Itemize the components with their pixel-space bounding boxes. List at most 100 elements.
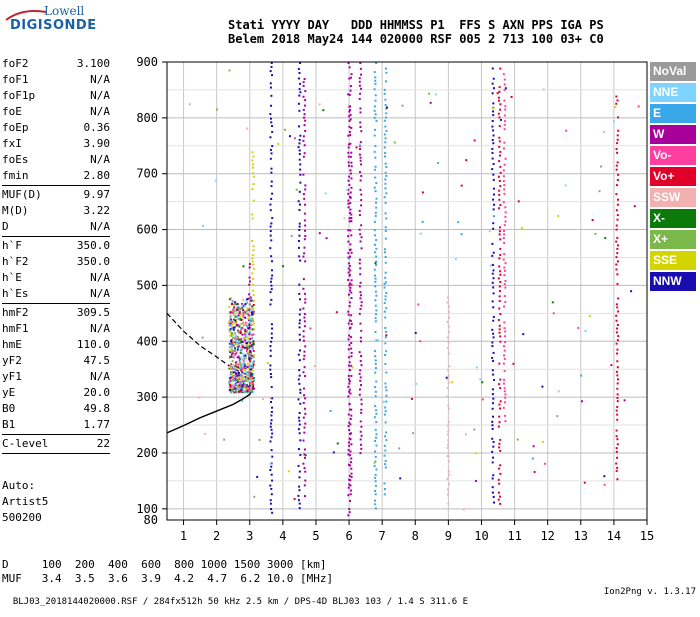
echo-point xyxy=(359,360,362,363)
echo-point xyxy=(298,255,301,258)
echo-point xyxy=(244,305,247,308)
echo-point xyxy=(347,93,350,96)
echo-point xyxy=(493,187,496,190)
echo-point xyxy=(237,324,240,327)
echo-point xyxy=(359,188,362,191)
echo-point xyxy=(348,301,351,304)
echo-point xyxy=(347,146,350,149)
echo-point xyxy=(385,334,388,337)
echo-point xyxy=(233,344,236,347)
echo-point xyxy=(247,327,250,330)
echo-point xyxy=(510,95,513,98)
echo-point xyxy=(498,226,501,229)
echo-point xyxy=(229,315,232,318)
echo-point xyxy=(271,274,274,277)
echo-point xyxy=(504,211,507,214)
echo-point xyxy=(504,108,507,111)
x-tick-label: 11 xyxy=(507,529,521,543)
echo-point xyxy=(242,311,245,314)
echo-point xyxy=(304,375,307,378)
echo-point xyxy=(383,146,386,149)
echo-point xyxy=(503,387,506,390)
echo-point xyxy=(302,387,305,390)
echo-point xyxy=(233,385,236,388)
echo-point xyxy=(385,130,388,133)
echo-point xyxy=(374,367,377,370)
echo-point xyxy=(360,236,363,239)
echo-point xyxy=(374,176,377,179)
echo-point xyxy=(238,325,241,328)
echo-point xyxy=(234,383,237,386)
echo-point xyxy=(544,462,547,465)
echo-point xyxy=(374,428,377,431)
echo-point xyxy=(504,269,507,272)
echo-point xyxy=(615,224,618,227)
echo-point xyxy=(241,362,244,365)
echo-point xyxy=(359,308,362,311)
echo-point xyxy=(298,225,301,228)
echo-point xyxy=(374,350,377,353)
echo-point xyxy=(360,204,363,207)
echo-point xyxy=(446,455,449,458)
echo-point xyxy=(271,327,274,330)
x-tick-label: 4 xyxy=(279,529,286,543)
echo-point xyxy=(347,262,350,265)
echo-point xyxy=(241,340,244,343)
echo-point xyxy=(245,356,248,359)
echo-point xyxy=(350,443,353,446)
echo-point xyxy=(349,255,352,258)
echo-point xyxy=(498,136,501,139)
y-tick-label: 200 xyxy=(136,446,158,460)
echo-point xyxy=(249,382,252,385)
echo-point xyxy=(349,113,352,116)
echo-point xyxy=(299,134,302,137)
echo-point xyxy=(234,301,237,304)
echo-point xyxy=(302,462,305,465)
echo-point xyxy=(236,308,239,311)
echo-point xyxy=(348,390,351,393)
echo-point xyxy=(499,185,502,188)
echo-point xyxy=(503,78,506,81)
echo-point xyxy=(347,256,350,259)
echo-point xyxy=(491,491,494,494)
echo-point xyxy=(617,297,620,300)
echo-point xyxy=(229,319,232,322)
echo-point xyxy=(374,507,377,510)
echo-point xyxy=(303,448,306,451)
x-tick-label: 7 xyxy=(379,529,386,543)
echo-point xyxy=(499,400,502,403)
echo-point xyxy=(303,292,306,295)
echo-point xyxy=(251,317,254,320)
echo-point xyxy=(374,128,377,131)
echo-point xyxy=(349,134,352,137)
echo-point xyxy=(359,240,362,243)
echo-point xyxy=(298,149,301,152)
param-row: foF2 3.100 xyxy=(2,56,110,72)
echo-point xyxy=(383,119,386,122)
echo-point xyxy=(229,383,232,386)
echo-point xyxy=(503,192,506,195)
echo-point xyxy=(252,310,255,313)
echo-point xyxy=(616,456,619,459)
legend-item-vo: Vo+ xyxy=(650,167,696,186)
echo-point xyxy=(236,385,239,388)
echo-point xyxy=(446,386,449,389)
echo-point xyxy=(298,158,301,161)
echo-point xyxy=(304,90,307,93)
echo-point xyxy=(375,294,378,297)
echo-point xyxy=(374,480,377,483)
echo-point xyxy=(241,346,244,349)
echo-point xyxy=(232,379,235,382)
echo-point xyxy=(229,367,232,370)
echo-point xyxy=(349,243,352,246)
echo-point xyxy=(360,224,363,227)
echo-point xyxy=(252,245,255,248)
echo-point xyxy=(349,142,352,145)
echo-point xyxy=(230,371,233,374)
echo-point xyxy=(633,205,636,208)
y-tick-label: 800 xyxy=(136,111,158,125)
echo-point xyxy=(616,366,619,369)
echo-point xyxy=(347,313,350,316)
echo-point xyxy=(447,404,450,407)
param-value: 350.0 xyxy=(76,255,110,268)
